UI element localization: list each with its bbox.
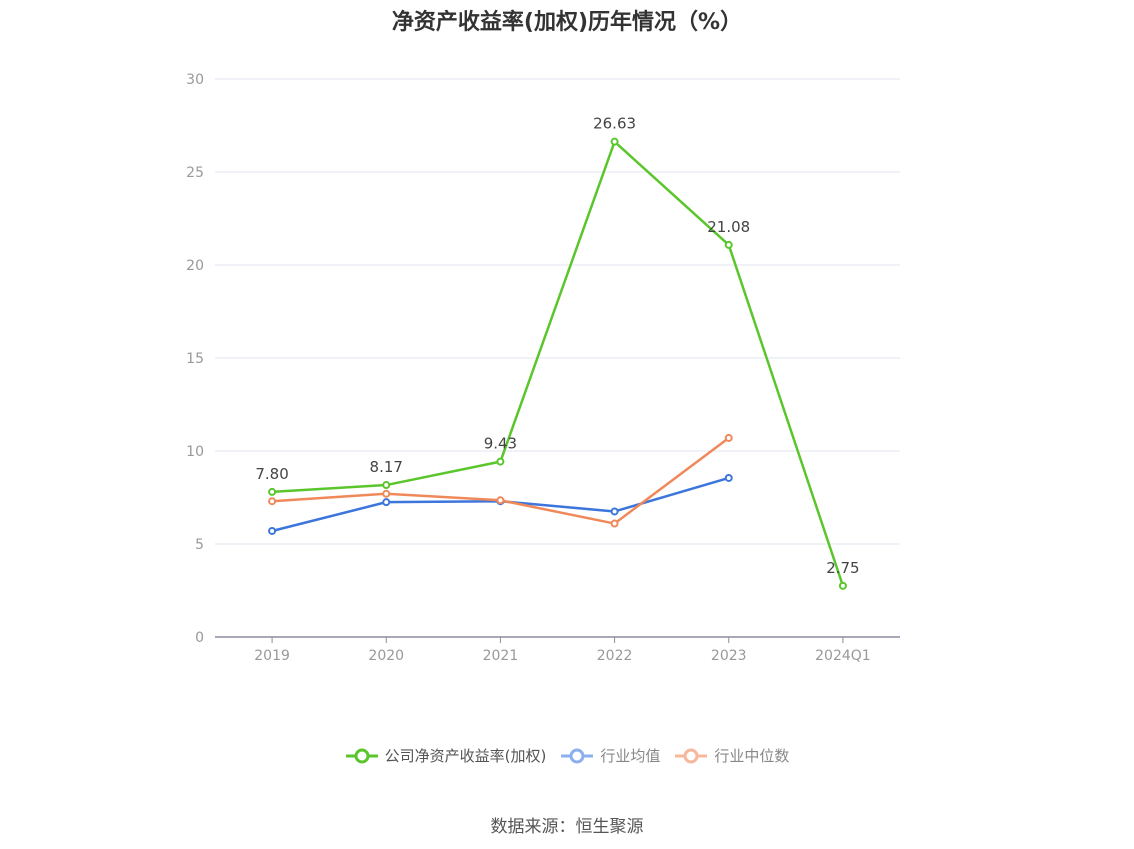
data-point[interactable] [724, 240, 733, 249]
legend-label: 公司净资产收益率(加权) [384, 747, 547, 765]
data-point[interactable] [724, 433, 733, 442]
data-point[interactable] [496, 457, 505, 466]
data-source: 数据来源：恒生聚源 [490, 817, 644, 837]
x-tick-label: 2023 [711, 648, 747, 664]
data-point[interactable] [496, 496, 505, 505]
legend-label: 行业中位数 [714, 747, 790, 765]
data-point[interactable] [610, 137, 619, 146]
circle-line-icon [345, 748, 378, 763]
legend: 公司净资产收益率(加权) 行业均值 行业中位数 [0, 745, 1134, 766]
data-label: 21.08 [707, 218, 750, 236]
grid-lines [215, 78, 900, 545]
data-point[interactable] [610, 507, 619, 516]
data-point[interactable] [382, 489, 391, 498]
circle-line-icon [561, 748, 594, 763]
x-tick-label: 2022 [597, 648, 633, 664]
data-labels: 7.80 8.17 9.43 26.63 21.08 2.75 [255, 115, 859, 577]
data-point[interactable] [382, 498, 391, 507]
y-tick-label: 25 [186, 165, 204, 181]
y-tick-label: 20 [186, 258, 204, 274]
series-lines [268, 137, 847, 590]
y-tick-label: 0 [195, 630, 204, 646]
legend-item-industry-median[interactable]: 行业中位数 [674, 745, 789, 766]
data-label: 26.63 [593, 115, 636, 133]
x-tick-label: 2024Q1 [815, 648, 871, 664]
data-point[interactable] [268, 526, 277, 535]
data-point[interactable] [610, 519, 619, 528]
legend-item-company-roe[interactable]: 公司净资产收益率(加权) [345, 745, 547, 766]
x-tick-label: 2021 [483, 648, 519, 664]
data-point[interactable] [268, 497, 277, 506]
y-tick-label: 15 [186, 351, 204, 367]
x-tick-label: 2019 [254, 648, 290, 664]
y-tick-label: 10 [186, 444, 204, 460]
series-line [272, 140, 845, 587]
data-label: 2.75 [826, 559, 859, 577]
data-label: 8.17 [370, 458, 403, 476]
axes: 0 5 10 15 20 25 30 2019 2020 2021 2022 2023 2024Q1 [186, 72, 900, 664]
data-label: 7.80 [255, 465, 288, 483]
data-point[interactable] [382, 481, 391, 490]
y-tick-label: 5 [195, 537, 204, 553]
legend-label: 行业均值 [600, 747, 661, 765]
chart-title: 净资产收益率(加权)历年情况（%） [391, 10, 743, 35]
y-tick-label: 30 [186, 72, 204, 88]
data-label: 9.43 [484, 435, 517, 453]
data-point[interactable] [838, 581, 847, 590]
x-tick-label: 2020 [368, 648, 404, 664]
legend-item-industry-mean[interactable]: 行业均值 [560, 745, 660, 766]
data-point[interactable] [268, 487, 277, 496]
circle-line-icon [675, 748, 708, 763]
data-point[interactable] [724, 473, 733, 482]
